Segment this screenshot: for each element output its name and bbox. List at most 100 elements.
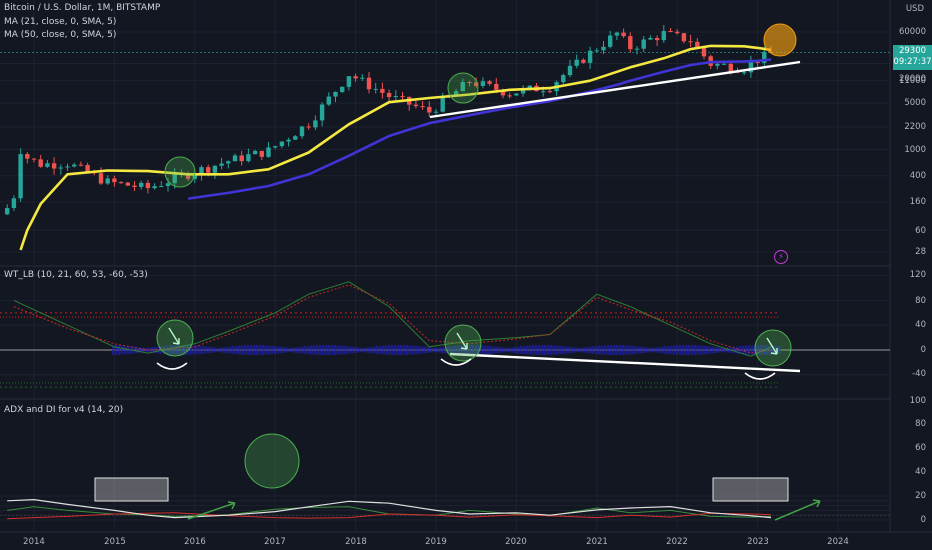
candle-body <box>25 154 30 159</box>
arrow-down-icon <box>456 332 468 350</box>
candle-body <box>152 186 157 189</box>
highlight-circle <box>447 72 479 104</box>
wt-histogram-bar <box>415 345 418 355</box>
wt-histogram-bar <box>295 347 298 353</box>
wt-histogram-bar <box>259 345 262 355</box>
candle-body <box>675 31 680 34</box>
candle-body <box>145 182 151 189</box>
wt-histogram-bar <box>382 345 385 355</box>
candle-body <box>118 182 124 184</box>
wt-histogram-bar <box>412 345 415 355</box>
candle-body <box>661 31 666 41</box>
wt-histogram-bar <box>331 345 334 355</box>
wt-histogram-bar <box>235 345 238 355</box>
wt-histogram-bar <box>541 345 544 355</box>
wt-histogram-bar <box>469 345 472 355</box>
wt-histogram-bar <box>556 345 559 355</box>
candle-body <box>514 93 519 96</box>
wt-histogram-bar <box>667 346 670 354</box>
candle-body <box>728 63 733 72</box>
wt-histogram-bar <box>409 345 412 355</box>
candle-body <box>58 167 63 169</box>
highlight-circle-orange <box>763 23 797 57</box>
symbol-legend[interactable]: Bitcoin / U.S. Dollar, 1M, BITSTAMP <box>4 3 161 13</box>
wt-histogram-bar <box>649 347 652 353</box>
wt-histogram-bar <box>598 345 601 355</box>
time-tick: 2024 <box>827 537 849 547</box>
candle-body <box>366 77 372 90</box>
wt-histogram-bar <box>622 345 625 355</box>
wt-histogram-bar <box>241 345 244 355</box>
time-tick: 2020 <box>505 537 527 547</box>
ma21-legend[interactable]: MA (21, close, 0, SMA, 5) <box>4 17 117 27</box>
wt-histogram-bar <box>166 345 169 355</box>
candle-body <box>333 91 338 97</box>
adx-legend[interactable]: ADX and DI for v4 (14, 20) <box>4 405 124 415</box>
adx-tick: 100 <box>909 396 926 406</box>
wt-histogram-bar <box>706 346 709 354</box>
wt-histogram-bar <box>601 345 604 355</box>
wt-histogram-bar <box>733 346 736 354</box>
wt-histogram-bar <box>646 347 649 353</box>
bottom-curve-annotation <box>156 362 188 370</box>
wt-histogram-bar <box>721 347 724 353</box>
wt-histogram-bar <box>427 347 430 353</box>
wt-histogram-bar <box>550 345 553 355</box>
wt-histogram-bar <box>376 346 379 354</box>
wt-histogram-bar <box>592 346 595 354</box>
candle-body <box>65 166 70 168</box>
candle-body <box>85 164 90 173</box>
ma50-legend[interactable]: MA (50, close, 0, SMA, 5) <box>4 30 117 40</box>
wt-histogram-bar <box>193 345 196 355</box>
candle-body <box>212 165 218 173</box>
wt-histogram-bar <box>664 346 667 354</box>
wt-histogram-bar <box>430 347 433 353</box>
wt-histogram-bar <box>778 345 781 355</box>
candle-body <box>98 173 104 184</box>
wt-histogram-bar <box>685 345 688 355</box>
wt-histogram-bar <box>586 346 589 354</box>
wt-histogram-bar <box>625 345 628 355</box>
last-price-tag: 29300 09:27:37 <box>893 45 932 70</box>
candle-body <box>695 41 700 47</box>
wt-histogram-bar <box>772 345 775 355</box>
wt-histogram-bar <box>712 346 715 354</box>
candle-body <box>360 77 365 79</box>
candle-body <box>172 174 177 184</box>
wt-histogram-bar <box>595 345 598 355</box>
wt-histogram-bar <box>271 345 274 355</box>
wt-histogram-bar <box>136 346 139 354</box>
wt-histogram-bar <box>433 347 436 353</box>
wt-histogram-bar <box>505 347 508 353</box>
wt-histogram-bar <box>328 345 331 355</box>
candle-body <box>45 163 50 167</box>
wt-legend[interactable]: WT_LB (10, 21, 60, 53, -60, -53) <box>4 270 148 280</box>
wt-histogram-bar <box>643 347 646 353</box>
candle-body <box>346 76 352 87</box>
candle-body <box>78 164 84 166</box>
wt-histogram-bar <box>535 345 538 355</box>
candle-body <box>755 61 760 63</box>
candle-body <box>688 41 693 43</box>
price-tick: 28 <box>915 247 926 257</box>
price-tick: 60 <box>915 226 926 236</box>
wt-histogram-bar <box>220 347 223 353</box>
wt-histogram-bar <box>217 347 220 353</box>
wt-histogram-bar <box>256 345 259 355</box>
lightning-icon[interactable]: ⚡ <box>774 250 788 264</box>
wt-histogram-bar <box>421 346 424 354</box>
wt-histogram-bar <box>520 346 523 354</box>
wt-histogram-bar <box>418 346 421 354</box>
price-tick: 1000 <box>904 145 926 155</box>
candle-body <box>326 96 331 105</box>
wt-histogram-bar <box>157 346 160 354</box>
candle-body <box>487 81 492 84</box>
wt-histogram-bar <box>709 346 712 354</box>
ma21-line <box>19 44 772 251</box>
di-minus-line <box>7 512 772 520</box>
wt-histogram-bar <box>559 345 562 355</box>
candle-body <box>380 88 385 93</box>
candle-body <box>527 85 532 89</box>
highlight-box <box>712 477 789 502</box>
